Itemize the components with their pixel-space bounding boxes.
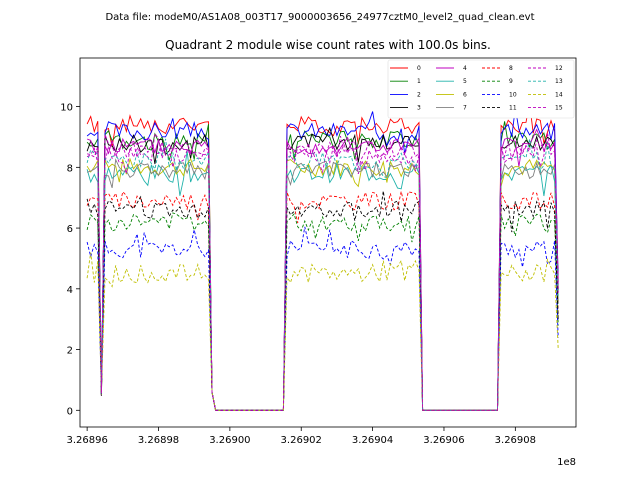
legend-label: 12 <box>555 65 563 72</box>
chart-suptitle: Data file: modeM0/AS1A08_003T17_90000036… <box>105 12 534 23</box>
chart-title: Quadrant 2 module wise count rates with … <box>165 38 491 52</box>
legend-label: 2 <box>417 91 421 98</box>
y-tick-label: 0 <box>67 406 73 417</box>
x-tick-label: 3.26906 <box>423 435 464 446</box>
series-line-9 <box>86 212 559 411</box>
legend-label: 14 <box>555 91 563 98</box>
y-tick-label: 10 <box>60 103 73 114</box>
series-layer <box>86 102 559 411</box>
legend-label: 7 <box>463 105 467 112</box>
plot-frame <box>79 57 577 428</box>
legend-label: 9 <box>509 78 513 85</box>
legend-label: 3 <box>417 105 421 112</box>
legend-label: 6 <box>463 91 467 98</box>
y-tick-label: 4 <box>67 285 73 296</box>
x-tick-label: 3.26908 <box>495 435 536 446</box>
x-tick-label: 3.26900 <box>209 435 250 446</box>
y-tick-label: 8 <box>67 163 73 174</box>
series-line-15 <box>86 134 559 411</box>
plot-area <box>80 58 576 427</box>
series-line-11 <box>86 191 559 411</box>
legend-label: 1 <box>417 78 421 85</box>
series-line-12 <box>87 132 559 411</box>
y-axis: 0 2 4 6 8 10 <box>60 103 80 417</box>
series-line-13 <box>86 138 559 411</box>
y-tick-label: 6 <box>67 224 73 235</box>
legend-label: 15 <box>555 105 563 112</box>
legend-label: 4 <box>463 65 467 72</box>
legend-label: 13 <box>555 78 563 85</box>
legend-label: 10 <box>509 91 517 98</box>
legend-label: 8 <box>509 65 513 72</box>
x-tick-label: 3.26902 <box>281 435 322 446</box>
x-tick-label: 3.26896 <box>66 435 107 446</box>
legend-label: 11 <box>509 105 517 112</box>
x-tick-label: 3.26898 <box>138 435 179 446</box>
x-axis: 3.26896 3.26898 3.26900 3.26902 3.26904 3.269… <box>66 427 536 446</box>
x-tick-label: 3.26904 <box>352 435 393 446</box>
x-offset-label: 1e8 <box>557 457 576 468</box>
legend-label: 0 <box>417 65 421 72</box>
legend-frame <box>387 59 575 119</box>
y-tick-label: 2 <box>67 346 73 357</box>
legend-label: 5 <box>463 78 467 85</box>
